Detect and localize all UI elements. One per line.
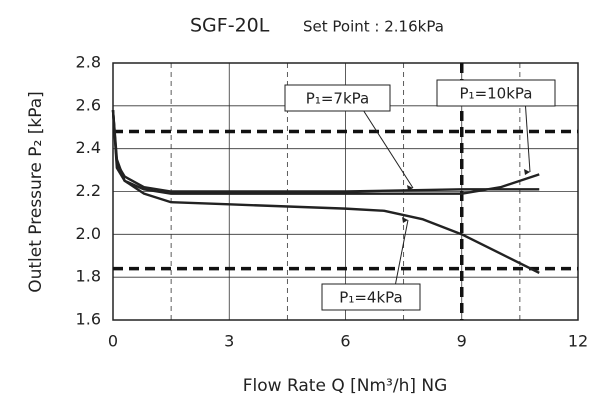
x-axis-label: Flow Rate Q [Nm³/h] NG	[243, 376, 448, 396]
y-tick-label: 2.2	[76, 181, 101, 200]
y-tick-label: 1.6	[76, 310, 101, 329]
series-line	[111, 110, 540, 193]
y-tick-label: 2.4	[76, 138, 101, 157]
arrow-head	[407, 185, 413, 191]
y-tick-label: 2.0	[76, 224, 101, 243]
annotation-arrow	[525, 105, 531, 173]
arrow-head	[402, 217, 408, 223]
series-label: P₁=10kPa	[460, 85, 533, 103]
x-tick-label: 3	[224, 332, 234, 351]
series-label: P₁=4kPa	[339, 289, 402, 307]
y-axis-label: Outlet Pressure P₂ [kPa]	[26, 91, 46, 293]
x-tick-label: 0	[108, 332, 118, 351]
annotation-box	[321, 283, 421, 311]
x-tick-label: 9	[457, 332, 467, 351]
x-tick-label: 6	[340, 332, 350, 351]
y-tick-label: 1.8	[76, 267, 101, 286]
annotation-box	[436, 79, 556, 107]
y-tick-label: 2.8	[76, 53, 101, 72]
series-line	[111, 110, 540, 274]
chart-title: SGF-20L	[190, 15, 270, 37]
annotation-arrow	[395, 219, 409, 285]
x-tick-label: 12	[568, 332, 588, 351]
series-line	[111, 110, 540, 195]
annotation-box	[284, 84, 391, 112]
arrow-head	[524, 169, 530, 175]
plot-frame	[112, 62, 579, 321]
annotation-arrow	[363, 110, 414, 189]
y-tick-label: 2.6	[76, 95, 101, 114]
series-label: P₁=7kPa	[306, 90, 369, 108]
chart-subtitle: Set Point : 2.16kPa	[303, 18, 444, 36]
